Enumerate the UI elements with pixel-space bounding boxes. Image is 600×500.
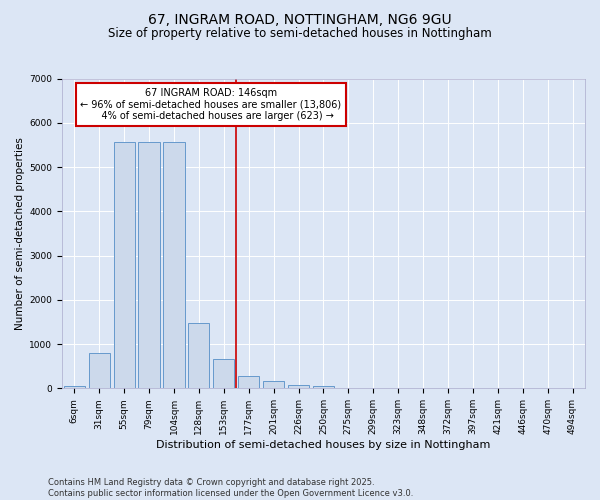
Text: 67, INGRAM ROAD, NOTTINGHAM, NG6 9GU: 67, INGRAM ROAD, NOTTINGHAM, NG6 9GU [148, 12, 452, 26]
Bar [64, 386, 85, 388]
Bar [89, 354, 110, 388]
Y-axis label: Number of semi-detached properties: Number of semi-detached properties [15, 137, 25, 330]
Bar [313, 386, 334, 388]
Bar [139, 142, 160, 388]
Bar [113, 142, 135, 388]
Bar [188, 323, 209, 388]
X-axis label: Distribution of semi-detached houses by size in Nottingham: Distribution of semi-detached houses by … [156, 440, 491, 450]
Text: 67 INGRAM ROAD: 146sqm
← 96% of semi-detached houses are smaller (13,806)
    4%: 67 INGRAM ROAD: 146sqm ← 96% of semi-det… [80, 88, 341, 121]
Bar [288, 385, 309, 388]
Bar [263, 382, 284, 388]
Bar [163, 142, 185, 388]
Text: Size of property relative to semi-detached houses in Nottingham: Size of property relative to semi-detach… [108, 28, 492, 40]
Bar [213, 359, 235, 388]
Bar [238, 376, 259, 388]
Text: Contains HM Land Registry data © Crown copyright and database right 2025.
Contai: Contains HM Land Registry data © Crown c… [48, 478, 413, 498]
